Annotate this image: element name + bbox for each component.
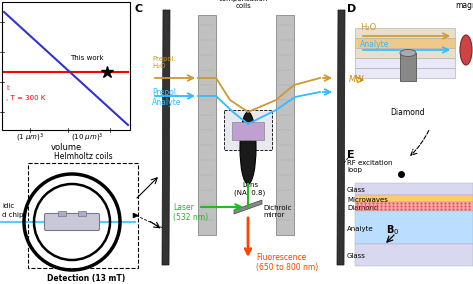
Bar	[355, 68, 455, 78]
Text: RF excitation
loop: RF excitation loop	[347, 160, 393, 173]
Bar	[355, 244, 473, 266]
Text: E: E	[347, 150, 355, 160]
Ellipse shape	[400, 49, 416, 57]
Text: Prepol.
H₂O: Prepol. H₂O	[152, 56, 176, 69]
Text: d chip: d chip	[2, 212, 23, 218]
Text: D: D	[347, 4, 356, 14]
Bar	[2, 2, 130, 130]
Text: Diamond: Diamond	[391, 108, 425, 117]
Text: MW: MW	[349, 75, 365, 84]
Text: NMR
magne: NMR magne	[455, 0, 473, 10]
Bar	[355, 58, 455, 68]
Bar	[28, 163, 138, 268]
Text: Glass: Glass	[347, 253, 366, 259]
Text: idic: idic	[2, 203, 14, 209]
Text: Dichroic
mirror: Dichroic mirror	[263, 205, 291, 218]
Polygon shape	[337, 10, 345, 265]
Text: Helmholtz coils: Helmholtz coils	[54, 152, 112, 161]
Bar	[355, 28, 455, 38]
Text: l:: l:	[6, 85, 10, 91]
Bar	[400, 53, 416, 81]
Text: Microwaves: Microwaves	[347, 197, 388, 202]
Text: Fluorescence
(650 to 800 nm): Fluorescence (650 to 800 nm)	[256, 252, 318, 272]
Bar	[355, 48, 455, 58]
Bar	[355, 195, 473, 202]
Polygon shape	[162, 10, 170, 265]
Text: C: C	[134, 4, 142, 14]
Bar	[58, 211, 66, 216]
FancyBboxPatch shape	[44, 214, 99, 231]
Text: Lens
(NA, 0.8): Lens (NA, 0.8)	[235, 182, 266, 195]
Bar	[355, 202, 473, 211]
Text: Gradient
compensation
coils: Gradient compensation coils	[219, 0, 268, 9]
Text: Diamond: Diamond	[347, 204, 378, 210]
Text: Analyte: Analyte	[347, 225, 374, 231]
Bar	[232, 122, 264, 140]
Text: This work: This work	[70, 55, 104, 61]
Text: volume: volume	[51, 143, 82, 152]
Text: Glass: Glass	[347, 187, 366, 193]
Bar	[355, 183, 473, 195]
Ellipse shape	[460, 35, 472, 65]
Text: $(10\ \mu m)^3$: $(10\ \mu m)^3$	[70, 132, 104, 144]
Text: $(1\ \mu m)^3$: $(1\ \mu m)^3$	[16, 132, 44, 144]
Bar	[276, 15, 294, 235]
Text: H₂O: H₂O	[360, 23, 376, 32]
Bar	[355, 211, 473, 244]
Bar	[198, 15, 216, 235]
Text: Detection (13 mT): Detection (13 mT)	[47, 274, 125, 283]
Text: Laser
(532 nm): Laser (532 nm)	[173, 202, 208, 222]
Bar	[355, 38, 455, 48]
Text: Analyte: Analyte	[360, 40, 389, 49]
Ellipse shape	[240, 112, 256, 184]
Bar	[224, 110, 272, 150]
Bar	[78, 211, 86, 216]
Text: $\mathbf{B}_0$: $\mathbf{B}_0$	[386, 223, 400, 237]
Polygon shape	[234, 200, 262, 214]
Text: , T = 300 K: , T = 300 K	[6, 95, 45, 101]
Text: Prepol.
Analyte: Prepol. Analyte	[152, 87, 181, 107]
